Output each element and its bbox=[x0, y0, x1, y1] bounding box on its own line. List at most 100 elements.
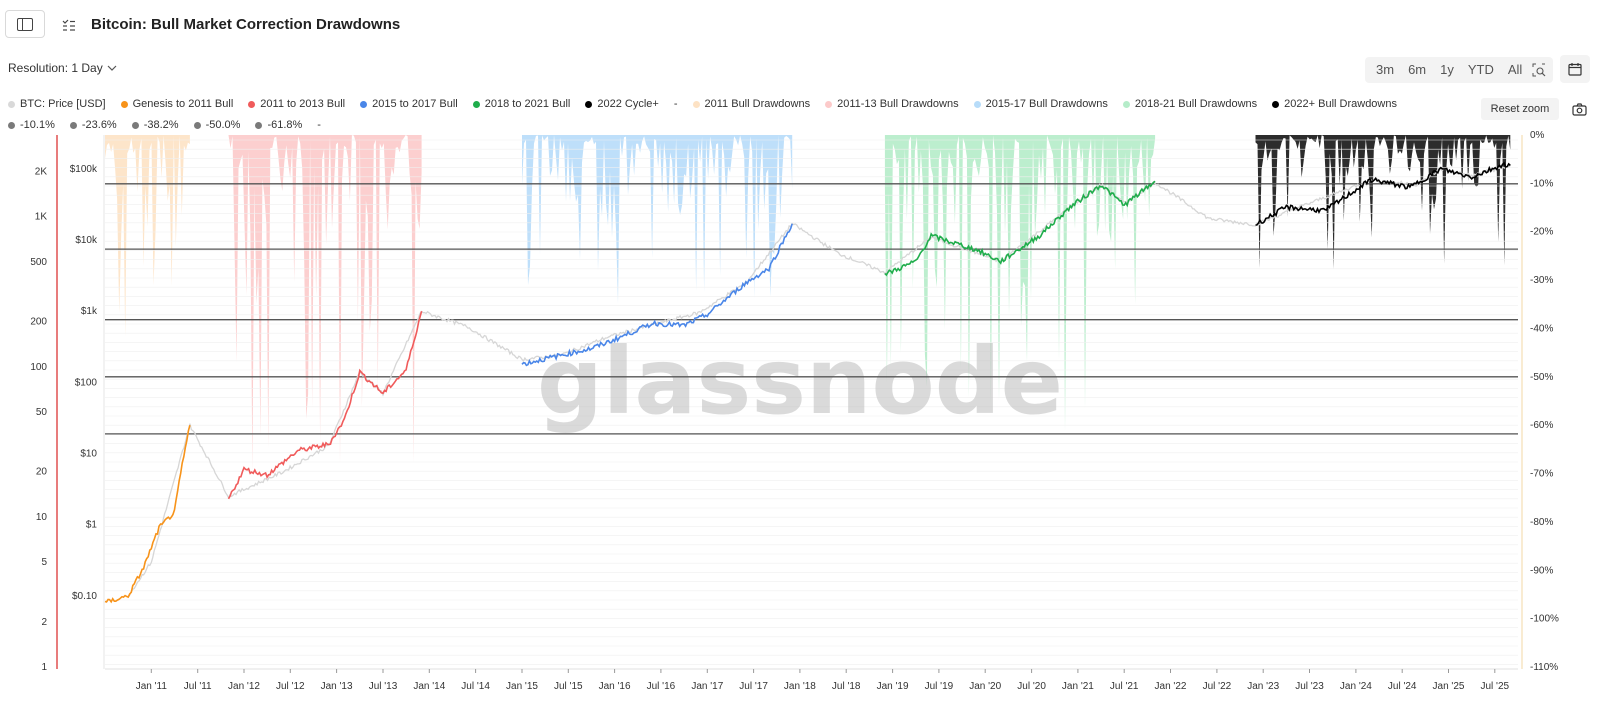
legend-marker-icon bbox=[248, 100, 256, 108]
legend-series-label: BTC: Price [USD] bbox=[20, 98, 106, 110]
x-axis-tick-label: Jul '15 bbox=[554, 681, 583, 692]
legend-level-item[interactable]: -38.2% bbox=[131, 119, 179, 131]
left-axis-tick-label: 2 bbox=[41, 617, 47, 628]
zoom-area-icon bbox=[1532, 63, 1546, 77]
legend-series-label: Genesis to 2011 Bull bbox=[132, 98, 234, 110]
legend-series-item[interactable]: 2011 to 2013 Bull bbox=[248, 98, 345, 110]
legend-marker-icon bbox=[69, 121, 77, 129]
resolution-select[interactable]: Resolution: 1 Day bbox=[8, 61, 117, 75]
legend-level-label: -50.0% bbox=[205, 119, 241, 131]
x-axis-tick-label: Jan '18 bbox=[784, 681, 816, 692]
x-axis-tick-label: Jan '16 bbox=[599, 681, 631, 692]
legend-series-item[interactable]: 2018-21 Bull Drawdowns bbox=[1122, 98, 1258, 110]
legend-series-item[interactable]: - bbox=[674, 98, 678, 110]
legend-series-item[interactable]: 2022+ Bull Drawdowns bbox=[1272, 98, 1397, 110]
legend-series-item[interactable]: 2015-17 Bull Drawdowns bbox=[973, 98, 1108, 110]
price-axis-tick-label: $10k bbox=[75, 235, 98, 246]
calendar-icon bbox=[1568, 63, 1582, 76]
drawdown-axis-tick-label: -30% bbox=[1530, 275, 1553, 286]
legend-level-label: - bbox=[317, 119, 321, 131]
legend-series-label: - bbox=[673, 98, 678, 110]
left-axis-tick-label: 1 bbox=[41, 662, 47, 673]
drawdown-chart: glassnode 2K1K500200100502010521$100k$10… bbox=[30, 130, 1559, 692]
legend-marker-icon bbox=[692, 100, 700, 108]
page-title: Bitcoin: Bull Market Correction Drawdown… bbox=[91, 16, 401, 33]
x-axis-tick-label: Jan '17 bbox=[691, 681, 723, 692]
settings-list-icon bbox=[62, 19, 75, 31]
legend-level-item[interactable]: -61.8% bbox=[255, 119, 302, 131]
legend-level-item[interactable]: -23.6% bbox=[69, 119, 117, 131]
price-axis-tick-label: $10 bbox=[80, 449, 97, 460]
legend-level-label: -61.8% bbox=[267, 119, 303, 131]
legend-series-label: 2018-21 Bull Drawdowns bbox=[1134, 98, 1258, 110]
drawdown-axis-tick-label: -80% bbox=[1530, 517, 1553, 528]
range-ytd-button[interactable]: YTD bbox=[1467, 62, 1494, 77]
x-axis-tick-label: Jan '14 bbox=[413, 681, 445, 692]
x-axis-tick-label: Jan '13 bbox=[321, 681, 353, 692]
range-selector: 3m 6m 1y YTD All bbox=[1365, 57, 1554, 83]
drawdown-axis-tick-label: -110% bbox=[1530, 662, 1558, 673]
left-axis-tick-label: 5 bbox=[41, 557, 47, 568]
legend-series-label: 2022 Cycle+ bbox=[597, 98, 659, 110]
range-all-button[interactable]: All bbox=[1507, 62, 1523, 77]
price-series bbox=[104, 161, 1511, 604]
drawdown-bands bbox=[105, 135, 1511, 472]
left-axis-tick-label: 100 bbox=[30, 362, 47, 373]
x-axis-tick-label: Jul '12 bbox=[276, 681, 305, 692]
watermark: glassnode bbox=[537, 328, 1063, 435]
drawdown-area-4 bbox=[884, 135, 1156, 431]
price-axis-tick-label: $100 bbox=[75, 377, 98, 388]
left-axis-tick-label: 200 bbox=[30, 317, 47, 328]
reset-zoom-button[interactable]: Reset zoom bbox=[1481, 98, 1559, 120]
series-line-1 bbox=[104, 424, 191, 604]
drawdown-axis-tick-label: -10% bbox=[1530, 178, 1553, 189]
fib-levels bbox=[105, 183, 1518, 435]
legend-marker-icon bbox=[585, 100, 593, 108]
x-axis-tick-label: Jan '15 bbox=[506, 681, 538, 692]
legend-series-label: 2015-17 Bull Drawdowns bbox=[985, 98, 1108, 110]
x-axis-tick-label: Jan '25 bbox=[1433, 681, 1465, 692]
chevron-down-icon bbox=[107, 65, 117, 71]
legend-series-item[interactable]: 2011 Bull Drawdowns bbox=[692, 98, 811, 110]
legend-series-item[interactable]: BTC: Price [USD] bbox=[8, 98, 106, 110]
drawdown-axis-tick-label: -90% bbox=[1530, 565, 1553, 576]
legend-marker-icon bbox=[193, 121, 201, 129]
axes: 2K 1K 500 200 100 50 20 10 5 2 1 $100k $10k $1k $100 $1… bbox=[30, 130, 1559, 692]
drawdown-area-2 bbox=[228, 135, 422, 472]
legend-marker-icon bbox=[825, 100, 833, 108]
legend-series-label: 2018 to 2021 Bull bbox=[484, 98, 571, 110]
drawdown-axis-tick-label: -60% bbox=[1530, 420, 1553, 431]
legend-series-item[interactable]: 2011-13 Bull Drawdowns bbox=[825, 98, 959, 110]
range-1y-button[interactable]: 1y bbox=[1440, 62, 1454, 77]
calendar-button[interactable] bbox=[1560, 55, 1590, 83]
series-line-3 bbox=[521, 223, 793, 367]
legend-levels: -10.1% -23.6% -38.2% -50.0% -61.8% - bbox=[8, 117, 336, 133]
zoom-select-button[interactable] bbox=[1529, 60, 1549, 80]
legend-marker-icon bbox=[973, 100, 981, 108]
legend-level-label: -38.2% bbox=[143, 119, 179, 131]
legend-series-item[interactable]: Genesis to 2011 Bull bbox=[120, 98, 234, 110]
legend-level-item[interactable]: - bbox=[317, 119, 321, 131]
price-axis-tick-label: $1k bbox=[81, 306, 98, 317]
legend-marker-icon bbox=[120, 100, 128, 108]
x-axis-tick-label: Jan '23 bbox=[1247, 681, 1279, 692]
legend-series-item[interactable]: 2015 to 2017 Bull bbox=[360, 98, 458, 110]
sidebar-toggle-button[interactable] bbox=[5, 10, 45, 38]
legend-series-item[interactable]: 2018 to 2021 Bull bbox=[472, 98, 571, 110]
range-6m-button[interactable]: 6m bbox=[1408, 62, 1427, 77]
legend-level-item[interactable]: -10.1% bbox=[8, 119, 55, 131]
x-axis-tick-label: Jul '19 bbox=[925, 681, 954, 692]
legend-series-item[interactable]: 2022 Cycle+ bbox=[585, 98, 659, 110]
drawdown-area-1 bbox=[105, 135, 190, 337]
top-bar: Bitcoin: Bull Market Correction Drawdown… bbox=[0, 0, 1600, 52]
series-line-5 bbox=[1255, 161, 1511, 226]
legend-marker-icon bbox=[1122, 100, 1130, 108]
chart-settings-button[interactable] bbox=[60, 16, 78, 34]
x-axis-tick-label: Jan '11 bbox=[136, 681, 168, 692]
drawdown-axis-tick-label: -50% bbox=[1530, 372, 1553, 383]
screenshot-button[interactable] bbox=[1570, 101, 1588, 117]
legend-level-label: -23.6% bbox=[81, 119, 117, 131]
legend-series-label: 2011 Bull Drawdowns bbox=[704, 98, 811, 110]
range-3m-button[interactable]: 3m bbox=[1376, 62, 1395, 77]
legend-level-item[interactable]: -50.0% bbox=[193, 119, 241, 131]
